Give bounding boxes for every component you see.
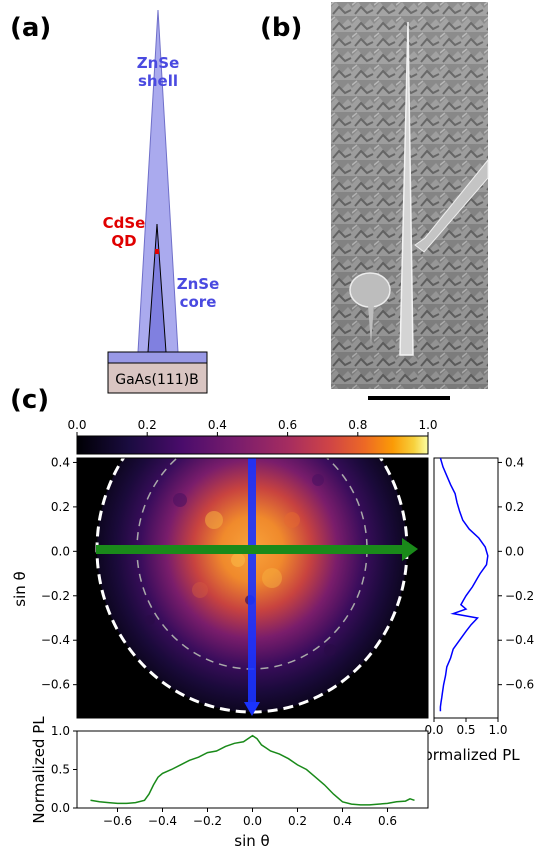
vertical-cut-y-tick-label: −0.6 (505, 678, 534, 692)
colorbar-tick-label: 0.0 (67, 418, 86, 432)
substrate-block (107, 362, 208, 394)
horizontal-cut-x-tick-label: 0.4 (333, 814, 352, 828)
vertical-cut-arrow (248, 458, 256, 702)
vertical-cut-x-tick-label: 0.0 (424, 723, 443, 737)
core-label-line1: ZnSe (177, 275, 220, 293)
map-y-tick-label: 0.0 (51, 544, 70, 558)
sem-nanowire-image (331, 2, 489, 389)
vertical-cut-x-tick-label: 1.0 (488, 723, 507, 737)
horizontal-cut-x-tick-label: 0.6 (378, 814, 397, 828)
colorbar-tick-label: 0.4 (208, 418, 227, 432)
map-y-tick-label: −0.6 (41, 678, 70, 692)
map-y-tick-label: 0.2 (51, 500, 70, 514)
scale-bar (368, 396, 450, 400)
horizontal-cut-plot: −0.6 −0.4 −0.2 0.0 0.2 0.4 0.60.00.51.0 sin θ … (30, 716, 429, 850)
map-y-tick-label: 0.4 (51, 455, 70, 469)
panel-b: (b) (260, 2, 489, 400)
map-y-tick-label: −0.2 (41, 589, 70, 603)
shell-label-line2: shell (138, 72, 178, 90)
horizontal-cut-x-tick-label: 0.0 (243, 814, 262, 828)
colorbar-tick-label: 0.8 (348, 418, 367, 432)
colorbar-tick-label: 1.0 (418, 418, 437, 432)
vertical-cut-y-tick-label: 0.2 (505, 500, 524, 514)
cadmium-selenide-quantum-dot (155, 249, 159, 254)
horizontal-cut-y-tick-label: 0.5 (51, 763, 70, 777)
horizontal-cut-arrow (96, 545, 402, 554)
quantum-dot-label-line2: QD (111, 232, 136, 250)
map-y-tick-label: −0.4 (41, 633, 70, 647)
core-label-line2: core (180, 293, 217, 311)
horizontal-cut-x-tick-label: 0.2 (288, 814, 307, 828)
shell-label-line1: ZnSe (137, 54, 180, 72)
vertical-cut-ticks: 0.4 0.2 0.0 −0.2 −0.4 −0.6 0.0 0.5 1.0 (424, 455, 534, 737)
horizontal-cut-ticks: −0.6 −0.4 −0.2 0.0 0.2 0.4 0.6 0.0 0.5 1.0 (51, 724, 397, 828)
vertical-cut-y-tick-label: 0.0 (505, 544, 524, 558)
horizontal-cut-x-tick-label: −0.2 (193, 814, 222, 828)
colorbar-tick-label: 0.2 (138, 418, 157, 432)
horizontal-cut-x-tick-label: −0.4 (148, 814, 177, 828)
substrate-label: GaAs(111)B (115, 372, 199, 388)
vertical-cut-y-tick-label: 0.4 (505, 455, 524, 469)
map-y-ticks: 0.4 0.2 0.0 −0.2 −0.4 −0.6 (41, 455, 77, 692)
vertical-cut-y-tick-label: −0.4 (505, 633, 534, 647)
panel-a: (a) GaAs(111)B ZnSe shell CdSe QD ZnSe c… (10, 9, 220, 394)
colorbar-tick-label: 0.6 (278, 418, 297, 432)
horizontal-cut-arrowhead (402, 538, 418, 561)
map-y-axis-label: sin θ (11, 571, 29, 606)
panel-c-label: (c) (10, 385, 49, 415)
vertical-cut-y-tick-label: −0.2 (505, 589, 534, 603)
vertical-cut-plot: 0.4 0.2 0.0 −0.2 −0.4 −0.6 0.0 0.5 1.0 Normalize… (412, 455, 534, 764)
quantum-dot-label-line1: CdSe (103, 214, 146, 232)
vertical-cut-curve (439, 457, 489, 712)
panel-a-label: (a) (10, 13, 51, 43)
substrate-base-layer (107, 351, 208, 364)
horizontal-cut-x-tick-label: −0.6 (103, 814, 132, 828)
horizontal-cut-curve (90, 734, 415, 806)
emission-map: 0.4 0.2 0.0 −0.2 −0.4 −0.6 sin θ (11, 455, 429, 719)
horizontal-cut-y-tick-label: 0.0 (51, 801, 70, 815)
colorbar: 0.0 0.2 0.4 0.6 0.8 1.0 (67, 418, 438, 455)
panel-b-label: (b) (260, 13, 302, 43)
colorbar-ticks: 0.0 0.2 0.4 0.6 0.8 1.0 (67, 418, 438, 436)
horizontal-cut-x-label: sin θ (234, 832, 269, 850)
vertical-cut-x-label: Normalized PL (412, 746, 520, 764)
vertical-cut-arrowhead (244, 702, 260, 716)
emission-speckle (145, 474, 336, 656)
horizontal-cut-y-tick-label: 1.0 (51, 724, 70, 738)
vertical-cut-x-tick-label: 0.5 (456, 723, 475, 737)
horizontal-cut-y-label: Normalized PL (30, 716, 48, 824)
